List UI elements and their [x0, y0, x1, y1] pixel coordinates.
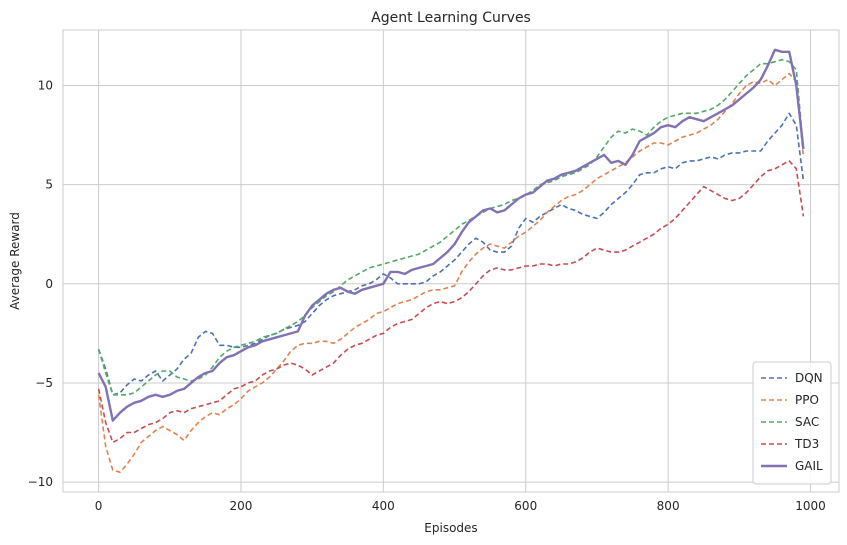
series-line-td3: [97, 160, 805, 444]
y-tick-label: 10: [38, 79, 53, 93]
y-tick-label: 0: [45, 277, 53, 291]
x-tick-label: 800: [657, 499, 680, 513]
chart-title: Agent Learning Curves: [371, 10, 531, 26]
series-line-sac: [97, 58, 805, 396]
x-axis-label: Episodes: [424, 521, 477, 535]
legend-box: [752, 361, 832, 485]
x-tick-labels: 0 200 400 600 800 1000: [95, 499, 826, 513]
y-tick-label: 5: [45, 178, 53, 192]
x-tick-label: 600: [514, 499, 537, 513]
x-tick-label: 1000: [795, 499, 826, 513]
grid: [63, 30, 839, 492]
legend-label: PPO: [795, 393, 819, 407]
y-tick-label: −10: [28, 475, 53, 489]
legend-label: DQN: [795, 371, 823, 385]
y-tick-labels: −10 −5 0 5 10: [28, 79, 53, 490]
y-tick-label: −5: [35, 376, 53, 390]
series-line-dqn: [97, 112, 805, 396]
legend: DQN PPO SAC TD3 GAIL: [752, 361, 832, 485]
series-layer: [97, 48, 805, 474]
x-tick-label: 0: [95, 499, 103, 513]
x-tick-label: 200: [230, 499, 253, 513]
legend-label: GAIL: [795, 459, 823, 473]
legend-label: TD3: [794, 437, 819, 451]
y-axis-label: Average Reward: [8, 212, 22, 310]
x-tick-label: 400: [372, 499, 395, 513]
plot-frame: [62, 29, 840, 493]
series-line-gail: [97, 48, 805, 422]
series-line-ppo: [97, 72, 805, 474]
legend-label: SAC: [795, 415, 819, 429]
